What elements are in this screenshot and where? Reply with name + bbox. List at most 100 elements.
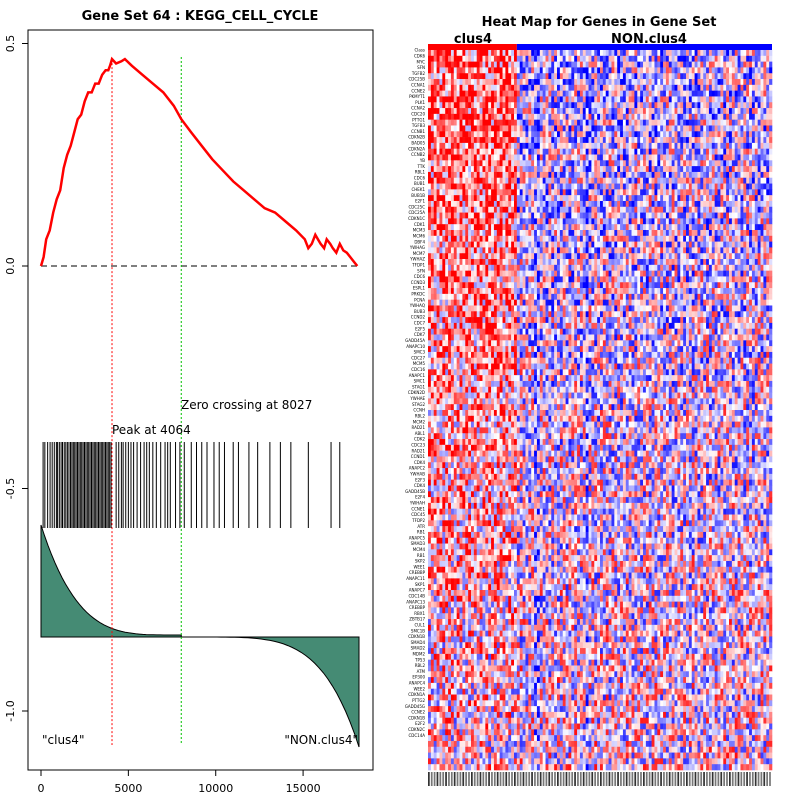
heatmap-cell (757, 224, 761, 231)
heatmap-cell (499, 73, 503, 80)
heatmap-cell (516, 171, 521, 179)
heatmap-cell (430, 67, 435, 74)
heatmap-cell (488, 218, 492, 225)
heatmap-cell (453, 119, 457, 126)
heatmap-cell (731, 55, 736, 62)
heatmap-cell (634, 96, 638, 103)
heatmap-cell (491, 102, 495, 109)
heatmap-cell (442, 241, 446, 248)
heatmap-cell (525, 113, 529, 120)
heatmap-cell (430, 195, 435, 202)
heatmap-cell (571, 235, 575, 242)
heatmap-cell (737, 160, 741, 167)
heatmap-cell (514, 259, 518, 266)
heatmap-cell (511, 154, 515, 161)
heatmap-cell (720, 270, 724, 277)
heatmap-cell (496, 253, 500, 260)
heatmap-cell (559, 195, 564, 202)
heatmap-cell (450, 55, 455, 62)
heatmap-cell (729, 253, 733, 260)
heatmap-cell (568, 61, 572, 68)
heatmap-cell (519, 235, 523, 242)
heatmap-cell (522, 270, 526, 277)
heatmap-cell (726, 218, 730, 225)
heatmap-cell (628, 125, 632, 132)
heatmap-cell (751, 166, 756, 173)
heatmap-cell (706, 230, 710, 237)
heatmap-row-label: BUB3 (414, 309, 425, 314)
heatmap-cell (568, 55, 572, 62)
heatmap-cell (734, 131, 738, 138)
heatmap-cell (637, 55, 641, 62)
heatmap-cell (657, 73, 661, 80)
heatmap-cell (433, 247, 437, 254)
heatmap-cell (608, 264, 612, 271)
heatmap-cell (631, 200, 635, 208)
heatmap-cell (496, 183, 500, 190)
heatmap-cell (468, 166, 472, 173)
heatmap-cell (657, 183, 661, 190)
heatmap-cell (714, 102, 718, 109)
heatmap-cell (588, 79, 592, 86)
heatmap-cell (557, 247, 561, 254)
heatmap-cell (660, 108, 664, 115)
heatmap-cell (582, 125, 586, 132)
heatmap-cell (468, 50, 472, 57)
heatmap-cell (568, 84, 572, 91)
heatmap-cell (485, 113, 489, 120)
heatmap-cell (648, 148, 652, 155)
heatmap-cell (528, 67, 532, 74)
heatmap-cell (588, 137, 592, 144)
heatmap-cell (428, 270, 432, 277)
heatmap-cell (485, 90, 489, 97)
heatmap-cell (588, 50, 592, 57)
heatmap-cell (611, 195, 615, 202)
heatmap-cell (683, 142, 687, 150)
heatmap-cell (502, 96, 506, 103)
heatmap-cell (468, 235, 472, 242)
heatmap-cell (611, 166, 615, 173)
heatmap-cell (665, 200, 670, 208)
heatmap-cell (436, 125, 440, 132)
heatmap-cell (694, 125, 698, 132)
heatmap-cell (531, 206, 535, 213)
heatmap-cell (691, 189, 695, 196)
heatmap-cell (645, 142, 650, 150)
heatmap-cell (691, 137, 695, 144)
heatmap-cell (539, 73, 543, 80)
heatmap-cell (571, 195, 575, 202)
heatmap-cell (726, 50, 730, 57)
heatmap-cell (717, 148, 721, 155)
heatmap-cell (602, 73, 607, 80)
heatmap-cell (734, 177, 738, 184)
heatmap-cell (731, 125, 736, 132)
heatmap-cell (634, 270, 638, 277)
heatmap-cell (514, 79, 518, 86)
heatmap-cell (468, 148, 472, 155)
heatmap-row-label: ANAPC10 (406, 344, 425, 349)
heatmap-cell (582, 224, 586, 231)
heatmap-cell (574, 125, 578, 132)
heatmap-cell (763, 55, 767, 62)
heatmap-cell (700, 235, 704, 242)
heatmap-cell (525, 253, 529, 260)
heatmap-cell (688, 108, 693, 115)
heatmap-cell (536, 253, 541, 260)
heatmap-cell (648, 113, 652, 120)
heatmap-cell (450, 247, 455, 254)
heatmap-row-label: CCND2 (411, 315, 426, 320)
heatmap-cell (597, 230, 601, 237)
heatmap-cell (703, 96, 707, 103)
heatmap-cell (717, 113, 721, 120)
heatmap-cell (557, 259, 561, 266)
heatmap-cell (450, 195, 455, 202)
heatmap-cell (505, 276, 509, 283)
heatmap-cell (542, 148, 546, 155)
heatmap-cell (620, 224, 624, 231)
heatmap-cell (545, 142, 549, 150)
heatmap-cell (485, 55, 489, 62)
heatmap-cell (766, 253, 770, 260)
heatmap-cell (545, 177, 549, 184)
heatmap-cell (743, 183, 747, 190)
heatmap-cell (453, 55, 457, 62)
